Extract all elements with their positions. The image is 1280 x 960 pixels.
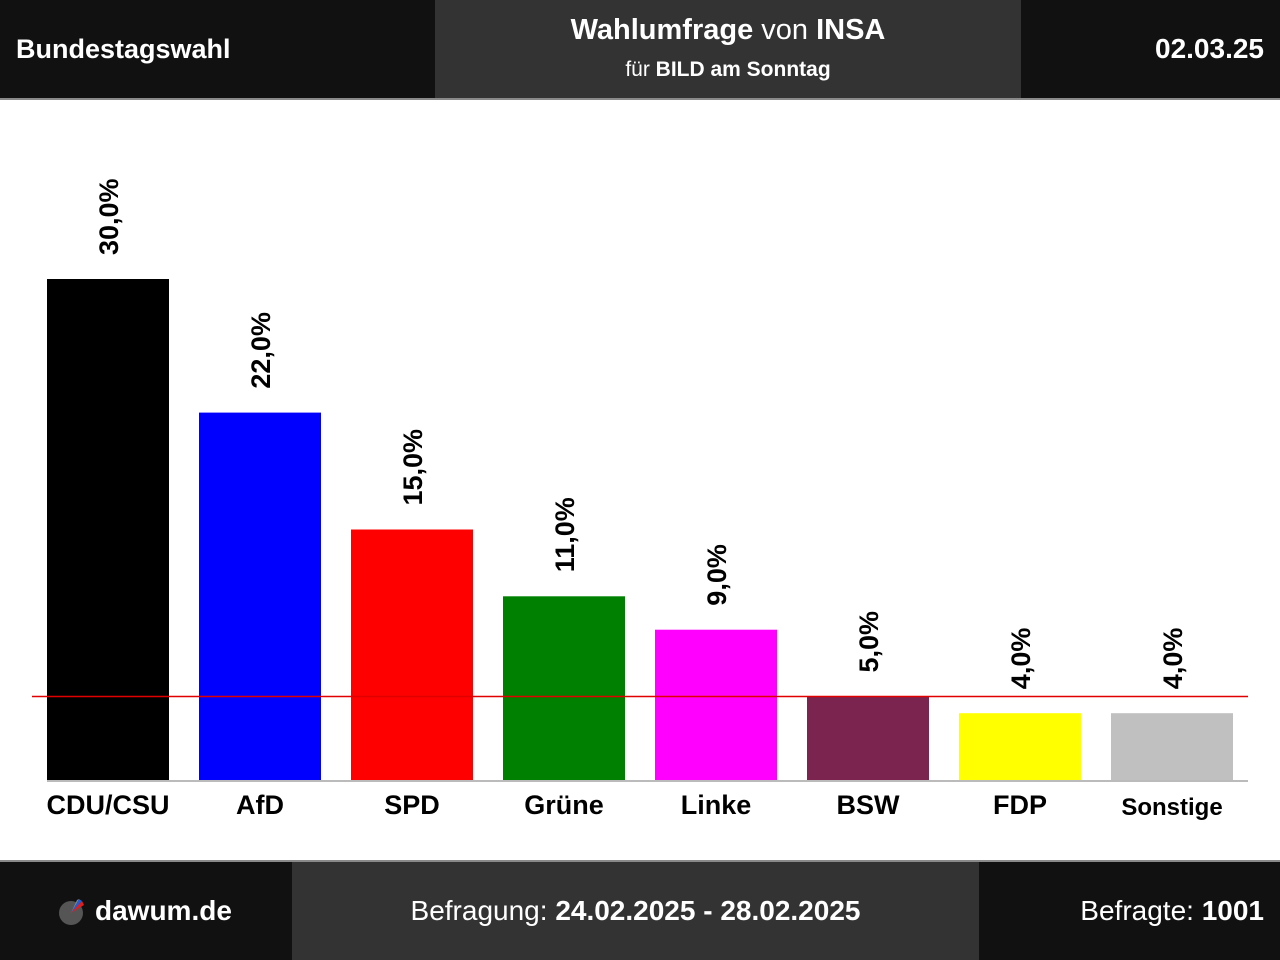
poll-title-connector: von	[753, 14, 817, 46]
respondents-value: 1001	[1201, 895, 1264, 926]
client-name: BILD am Sonntag	[655, 58, 831, 81]
survey-period-label: Befragung:	[410, 895, 556, 926]
poll-subtitle: für BILD am Sonntag	[435, 58, 1021, 82]
poll-title-box: Wahlumfrage von INSA für BILD am Sonntag	[435, 0, 1021, 98]
survey-period: Befragung: 24.02.2025 - 28.02.2025	[292, 862, 979, 960]
category-label: Linke	[681, 790, 752, 820]
logo-text: dawum.de	[95, 895, 232, 926]
value-label: 22,0%	[246, 312, 276, 389]
survey-period-value: 24.02.2025 - 28.02.2025	[555, 895, 861, 926]
category-label: AfD	[236, 790, 284, 820]
bar-afd	[199, 412, 321, 780]
footer-bar: dawum.de Befragung: 24.02.2025 - 28.02.2…	[0, 860, 1280, 960]
category-label: BSW	[837, 790, 901, 820]
pollster-name: INSA	[816, 14, 886, 46]
bar-spd	[351, 529, 473, 780]
category-label: CDU/CSU	[46, 790, 169, 820]
respondents: Befragte: 1001	[1080, 862, 1264, 960]
dawum-logo-icon	[57, 897, 87, 927]
value-label: 9,0%	[702, 544, 732, 606]
value-label: 5,0%	[854, 611, 884, 673]
category-label: FDP	[993, 790, 1047, 820]
poll-title: Wahlumfrage von INSA	[435, 14, 1021, 47]
category-label: Grüne	[524, 790, 604, 820]
bar-fdp	[959, 713, 1081, 780]
value-label: 15,0%	[398, 429, 428, 506]
header-bar: Bundestagswahl Wahlumfrage von INSA für …	[0, 0, 1280, 100]
bar-cdu-csu	[47, 279, 169, 780]
bar-bsw	[807, 696, 929, 780]
value-label: 4,0%	[1006, 628, 1036, 690]
value-label: 4,0%	[1158, 628, 1188, 690]
respondents-label: Befragte:	[1080, 895, 1202, 926]
publish-date: 02.03.25	[1155, 33, 1264, 64]
category-label: SPD	[384, 790, 440, 820]
value-label: 30,0%	[94, 178, 124, 255]
bar-linke	[655, 629, 777, 780]
footer-logo-area[interactable]: dawum.de	[0, 862, 292, 960]
bar-gr-ne	[503, 596, 625, 780]
category-label: Sonstige	[1121, 794, 1222, 821]
bar-sonstige	[1111, 713, 1233, 780]
poll-title-word: Wahlumfrage	[570, 14, 754, 46]
poll-subtitle-prefix: für	[625, 58, 656, 81]
election-type: Bundestagswahl	[16, 34, 231, 64]
value-label: 11,0%	[550, 497, 580, 572]
